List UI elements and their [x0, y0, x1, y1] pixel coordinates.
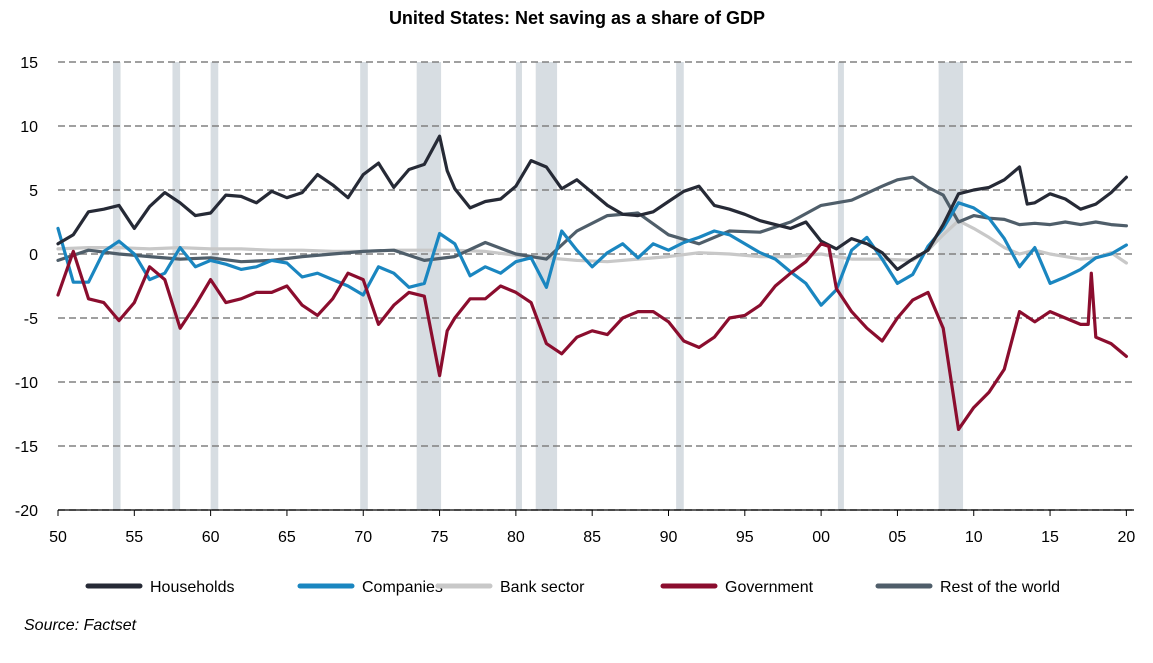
series-line-households [56, 134, 1128, 271]
x-tick-label: 75 [431, 529, 449, 546]
y-tick-label: -5 [24, 311, 38, 328]
recession-band-7 [676, 62, 684, 510]
series-line-bank-sector [56, 219, 1128, 265]
series-line-companies [56, 201, 1128, 307]
recession-band-0 [112, 62, 121, 510]
y-tick-label: -20 [15, 503, 38, 520]
x-tick-label: 85 [583, 529, 601, 546]
y-tick-label: 5 [29, 183, 38, 200]
x-tick-label: 95 [736, 529, 754, 546]
legend-label-bank-sector: Bank sector [500, 579, 585, 596]
series-line-government [56, 242, 1128, 431]
chart-title: United States: Net saving as a share of … [389, 8, 765, 28]
x-tick-label: 60 [202, 529, 220, 546]
x-tick-label: 90 [660, 529, 678, 546]
x-tick-label: 10 [965, 529, 983, 546]
y-axis-ticks: 15 10 5 0 -5 -10 -15 -20 [15, 55, 38, 520]
recession-band-5 [515, 62, 522, 510]
y-tick-label: -10 [15, 375, 38, 392]
x-tick-label: 50 [49, 529, 67, 546]
x-tick-label: 05 [889, 529, 907, 546]
y-tick-label: 15 [20, 55, 38, 72]
x-tick-label: 80 [507, 529, 525, 546]
y-tick-label: 10 [20, 119, 38, 136]
legend-label-rest-of-the-world: Rest of the world [940, 579, 1060, 596]
source-note: Source: Factset [24, 617, 137, 634]
x-tick-label: 20 [1117, 529, 1135, 546]
legend: Households Companies Bank sector Government… [85, 579, 1060, 596]
x-tick-label: 55 [125, 529, 143, 546]
x-axis: 50 55 60 65 70 75 80 85 90 95 00 05 10 15 20 [49, 509, 1135, 546]
recession-band-1 [172, 62, 181, 510]
y-tick-label: 0 [29, 247, 38, 264]
legend-label-government: Government [725, 579, 814, 596]
x-tick-label: 00 [812, 529, 830, 546]
x-tick-label: 70 [354, 529, 372, 546]
legend-label-companies: Companies [362, 579, 443, 596]
legend-label-households: Households [150, 579, 235, 596]
x-tick-label: 15 [1041, 529, 1059, 546]
series-lines [56, 134, 1128, 431]
y-tick-label: -15 [15, 439, 38, 456]
gridlines [58, 61, 1134, 511]
recession-band-8 [837, 62, 844, 510]
recession-band-4 [416, 62, 442, 510]
x-tick-label: 65 [278, 529, 296, 546]
recession-band-9 [938, 62, 964, 510]
